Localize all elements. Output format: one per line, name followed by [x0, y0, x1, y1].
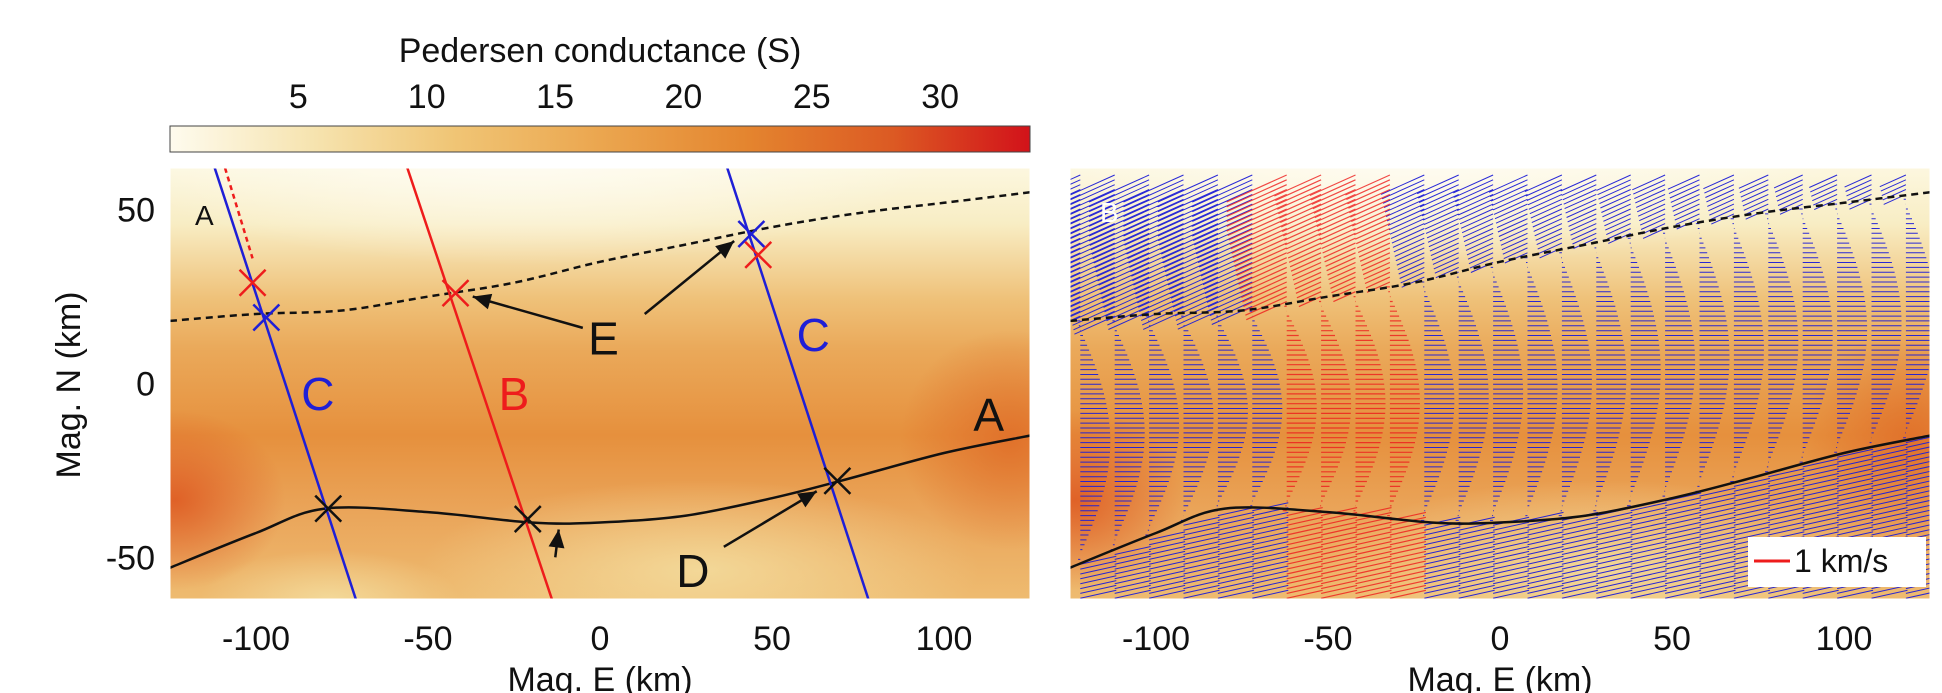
arrow-shaft: [643, 240, 735, 315]
solid-boundary: [170, 434, 1030, 569]
annotation-label: D: [676, 545, 709, 597]
x-tick-label: -50: [1303, 620, 1352, 658]
x-tick-label: 50: [1653, 620, 1691, 658]
x-tick-label: -50: [403, 620, 452, 658]
annotation-label: E: [588, 312, 619, 364]
x-marker-stroke: [737, 220, 766, 248]
dashed-boundary: [170, 191, 1030, 323]
panel-a-xlabel: Mag. E (km): [507, 661, 692, 693]
x-marker: [737, 220, 766, 248]
track-line: [406, 168, 554, 599]
x-marker-stroke: [744, 241, 773, 269]
panel-b-legend: 1 km/s: [1748, 537, 1926, 587]
x-tick-label: -100: [1122, 620, 1190, 658]
x-marker-stroke: [252, 303, 281, 332]
x-tick-label: 100: [916, 620, 973, 658]
x-marker-stroke: [238, 268, 267, 297]
x-marker-stroke: [441, 279, 470, 308]
y-tick-label: 50: [117, 192, 155, 230]
y-tick-label: -50: [106, 539, 155, 577]
track-line: [213, 168, 357, 599]
colorbar-tick-label: 10: [408, 78, 446, 116]
panel-a-label: A: [195, 200, 214, 231]
highlighted-vector-arrows: [1226, 174, 1427, 599]
arrow-shaft: [723, 490, 818, 548]
x-marker: [238, 268, 267, 297]
track-line: [726, 168, 870, 599]
annotation-label: B: [499, 368, 530, 420]
x-marker: [314, 494, 343, 523]
panel-b-label: B: [1100, 197, 1119, 228]
colorbar-tick-label: 25: [793, 78, 831, 116]
panel-a: C B C A E D -100 -50 0 50 100 50 0 -50 A Mag. E (km)…: [50, 167, 1031, 693]
x-tick-label: 0: [1491, 620, 1510, 658]
x-tick-label: 50: [753, 620, 791, 658]
x-marker: [252, 303, 281, 332]
annotation-label: C: [797, 309, 830, 361]
arrow-head: [472, 293, 493, 310]
x-tick-label: -100: [222, 620, 290, 658]
panel-b: -100 -50 0 50 100 B Mag. E (km) 1 km/s: [1069, 167, 1931, 693]
dashed-boundary: [1070, 191, 1930, 323]
colorbar-ticks: 5 10 15 20 25 30: [289, 78, 959, 133]
arrow-head: [797, 491, 817, 508]
panel-b-overlay: [1070, 191, 1930, 569]
annotation-label: C: [301, 368, 334, 420]
panel-a-overlay: C B C A E D: [170, 168, 1030, 599]
panel-b-axes: -100 -50 0 50 100: [1122, 620, 1872, 658]
colorbar-tick-label: 20: [665, 78, 703, 116]
colorbar-label: Pedersen conductance (S): [399, 32, 802, 70]
x-tick-label: 100: [1816, 620, 1873, 658]
panel-b-frame: [1069, 167, 1931, 600]
colorbar-tick-label: 5: [289, 78, 308, 116]
vector-arrows: [1070, 174, 1930, 599]
track-line-dashed: [223, 168, 254, 259]
legend-label: 1 km/s: [1794, 543, 1888, 579]
x-marker-stroke: [823, 466, 852, 495]
x-marker: [744, 241, 773, 269]
x-marker-stroke: [513, 505, 542, 533]
panel-a-axes: -100 -50 0 50 100 50 0 -50: [106, 192, 973, 658]
colorbar: Pedersen conductance (S) 5 10 15 20 25 30: [169, 32, 1031, 153]
x-tick-label: 0: [591, 620, 610, 658]
x-marker: [441, 279, 470, 308]
panel-a-heatmap: C B C A E D: [170, 168, 1030, 599]
colorbar-tick-label: 30: [921, 78, 959, 116]
panel-b-heatmap: [1070, 168, 1930, 599]
panel-b-vector-field: [1070, 174, 1930, 599]
panel-b-xlabel: Mag. E (km): [1407, 661, 1592, 693]
panel-a-frame: [169, 167, 1031, 600]
annotation-label: A: [973, 389, 1004, 441]
y-tick-label: 0: [136, 366, 155, 404]
colorbar-tick-label: 15: [536, 78, 574, 116]
x-marker: [823, 466, 852, 495]
solid-boundary: [1070, 434, 1930, 569]
x-marker-stroke: [314, 494, 343, 523]
panel-a-ylabel: Mag. N (km): [50, 292, 88, 479]
colorbar-gradient: [169, 125, 1031, 153]
arrow-head: [715, 240, 735, 259]
x-marker: [513, 505, 542, 533]
arrow-head: [548, 529, 565, 549]
arrow-shaft: [472, 295, 584, 330]
